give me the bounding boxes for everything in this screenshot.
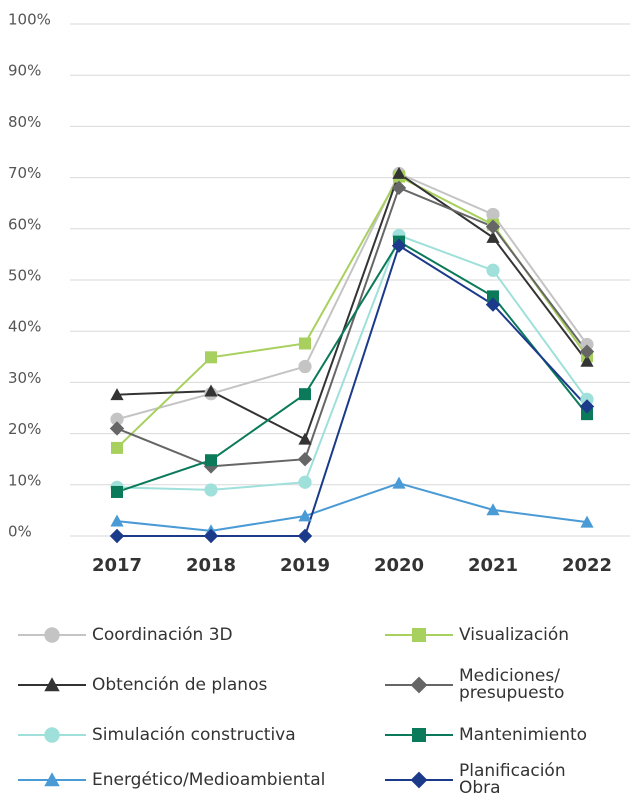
marker [203, 528, 219, 544]
y-tick-label: 70% [8, 164, 41, 182]
marker [205, 454, 217, 467]
legend-item: Planificación Obra [385, 760, 609, 800]
marker [299, 388, 311, 401]
y-tick-label: 80% [8, 113, 41, 131]
x-tick-label: 2021 [468, 555, 518, 576]
legend-icon [385, 628, 453, 642]
chart: 0% 10% 20% 30% 40% 50% 60% 70% 80% 90% 100% 2017 201… [8, 11, 630, 576]
marker [410, 771, 428, 789]
marker [580, 354, 594, 367]
y-tick-label: 10% [8, 471, 41, 489]
x-tick-label: 2017 [92, 555, 142, 576]
marker [299, 337, 311, 350]
marker [410, 676, 428, 694]
legend-label: Energético/Medioambiental [92, 769, 326, 790]
marker [297, 452, 313, 467]
marker [486, 263, 500, 277]
x-tick-label: 2018 [186, 555, 236, 576]
series-line [117, 244, 588, 537]
legend-icon [18, 627, 86, 643]
marker [579, 344, 595, 359]
marker [391, 180, 407, 196]
y-tick-label: 20% [8, 420, 41, 438]
marker [487, 290, 499, 303]
y-tick-label: 0% [8, 523, 32, 541]
legend-icon [18, 727, 86, 743]
legend-label: Mantenimiento [459, 724, 588, 745]
marker [298, 475, 312, 489]
marker [109, 421, 125, 436]
y-tick-label: 40% [8, 318, 41, 336]
marker [412, 728, 426, 742]
legend-label: Planificación Obra [459, 761, 566, 798]
marker [392, 166, 406, 179]
x-tick-label: 2022 [562, 555, 612, 576]
legend-icon [18, 677, 86, 692]
marker [392, 476, 406, 489]
series-line [116, 175, 588, 449]
legend-icon [385, 771, 453, 789]
y-tick-label: 100% [8, 11, 51, 29]
legend-label: Visualización [459, 624, 570, 645]
legend-icon [18, 772, 86, 787]
series-line [116, 240, 588, 493]
marker [204, 384, 218, 397]
marker [581, 408, 593, 421]
legend-item: Visualización [385, 615, 569, 655]
marker [297, 528, 313, 544]
y-tick-label: 50% [8, 267, 41, 285]
legend-item: Coordinación 3D [18, 615, 233, 655]
series-line [116, 186, 588, 468]
legend-item: Mantenimiento [385, 715, 587, 755]
legend-label: Simulación constructiva [92, 724, 296, 745]
marker [44, 677, 60, 692]
marker [486, 207, 500, 222]
marker [486, 503, 500, 516]
y-tick-label: 60% [8, 215, 41, 233]
marker [204, 483, 218, 497]
marker [111, 441, 123, 454]
marker [298, 509, 312, 522]
legend-item: Simulación constructiva [18, 715, 296, 755]
marker [298, 432, 312, 445]
marker [579, 399, 595, 414]
marker [412, 628, 426, 642]
legend-item: Mediciones/ presupuesto [385, 665, 609, 705]
series-line [116, 482, 588, 532]
series-line [116, 172, 588, 421]
x-tick-label: 2019 [280, 555, 330, 576]
marker [109, 528, 125, 544]
marker [44, 727, 60, 743]
marker [203, 459, 219, 474]
legend-label: Coordinación 3D [92, 624, 233, 645]
marker [205, 351, 217, 364]
series-line [116, 171, 588, 441]
marker [486, 230, 500, 243]
marker [110, 412, 124, 426]
series-line [116, 234, 588, 491]
marker [44, 627, 60, 643]
marker [44, 772, 60, 787]
marker [485, 297, 501, 312]
marker [110, 514, 124, 527]
legend-icon [385, 728, 453, 742]
legend-item: Energético/Medioambiental [18, 760, 325, 800]
marker [580, 515, 594, 528]
legend-icon [385, 676, 453, 694]
y-tick-label: 90% [8, 62, 41, 80]
marker [111, 485, 123, 498]
marker [110, 388, 124, 401]
y-tick-label: 30% [8, 369, 41, 387]
marker [298, 359, 312, 374]
legend-label: Obtención de planos [92, 674, 268, 695]
legend-item: Obtención de planos [18, 665, 267, 705]
legend-label: Mediciones/ presupuesto [459, 666, 565, 703]
marker [391, 238, 407, 253]
x-tick-label: 2020 [374, 555, 424, 576]
marker [485, 219, 501, 234]
